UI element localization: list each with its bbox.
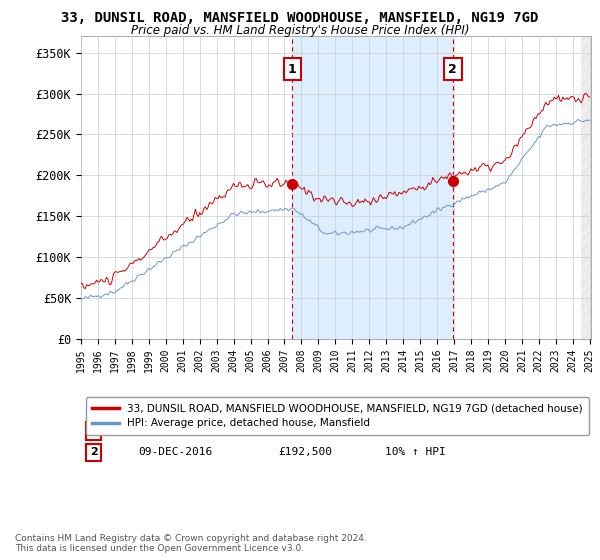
- Text: 2: 2: [448, 63, 457, 76]
- Text: Price paid vs. HM Land Registry's House Price Index (HPI): Price paid vs. HM Land Registry's House …: [131, 24, 469, 36]
- Text: 2: 2: [90, 447, 98, 457]
- Text: 1: 1: [288, 63, 297, 76]
- Bar: [292, 36, 453, 339]
- Text: 22-JUN-2007: 22-JUN-2007: [138, 426, 212, 436]
- Text: Contains HM Land Registry data © Crown copyright and database right 2024.
This d: Contains HM Land Registry data © Crown c…: [15, 534, 367, 553]
- Text: £189,950: £189,950: [278, 426, 332, 436]
- Text: 33, DUNSIL ROAD, MANSFIELD WOODHOUSE, MANSFIELD, NG19 7GD: 33, DUNSIL ROAD, MANSFIELD WOODHOUSE, MA…: [61, 11, 539, 25]
- Legend: 33, DUNSIL ROAD, MANSFIELD WOODHOUSE, MANSFIELD, NG19 7GD (detached house), HPI:: 33, DUNSIL ROAD, MANSFIELD WOODHOUSE, MA…: [86, 397, 589, 435]
- Text: 22% ↑ HPI: 22% ↑ HPI: [385, 426, 445, 436]
- Text: £192,500: £192,500: [278, 447, 332, 457]
- Bar: [581, 36, 592, 339]
- Text: 10% ↑ HPI: 10% ↑ HPI: [385, 447, 445, 457]
- Text: 1: 1: [90, 426, 98, 436]
- Text: 09-DEC-2016: 09-DEC-2016: [138, 447, 212, 457]
